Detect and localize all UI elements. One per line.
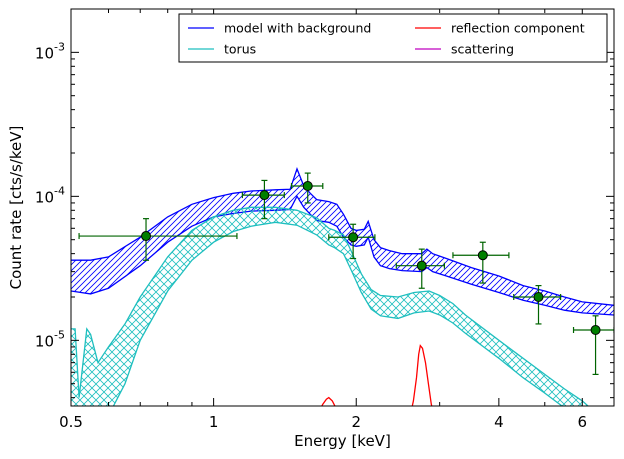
band-lower-line-1 xyxy=(112,221,564,406)
data-point-5 xyxy=(452,241,510,284)
y-tick-exponent: -4 xyxy=(54,184,65,197)
y-tick-base: 10 xyxy=(35,332,54,350)
legend-label-0: model with background xyxy=(224,21,371,36)
y-tick-labels: 10-510-410-3 xyxy=(35,40,65,350)
band-fill-1 xyxy=(71,207,589,406)
legend-frame xyxy=(178,13,608,63)
y-tick-exponent: -3 xyxy=(54,40,65,53)
data-point-6 xyxy=(513,284,562,325)
x-tick-label: 2 xyxy=(351,413,361,431)
x-axis-label: Energy [keV] xyxy=(294,432,391,450)
y-tick-base: 10 xyxy=(35,188,54,206)
axis-ticks xyxy=(70,8,615,406)
data-marker xyxy=(533,291,544,302)
data-point-7 xyxy=(572,315,614,376)
band-upper-line-1 xyxy=(71,206,590,406)
band-upper-line-0 xyxy=(71,167,614,306)
plot-background xyxy=(71,9,614,406)
legend-label-2: torus xyxy=(224,42,256,57)
data-marker xyxy=(259,190,270,201)
plot-frame xyxy=(70,8,615,407)
data-point-0 xyxy=(78,218,238,261)
x-tick-label: 1 xyxy=(209,413,219,431)
y-tick-exponent: -5 xyxy=(54,328,65,341)
legend: model with background reflection componen… xyxy=(178,13,608,63)
data-marker xyxy=(302,180,313,191)
legend-label-3: scattering xyxy=(451,42,514,57)
reflection-line xyxy=(321,344,433,406)
y-tick-label: 10 -3 xyxy=(35,40,65,62)
x-tick-label: 4 xyxy=(494,413,504,431)
data-marker xyxy=(416,260,427,271)
data-point-4 xyxy=(395,248,446,289)
data-point-3 xyxy=(328,223,376,260)
plot-area xyxy=(71,167,614,406)
data-points xyxy=(78,172,614,376)
x-tick-labels: 0.5 1 2 4 6 xyxy=(59,413,587,431)
legend-label-1: reflection component xyxy=(451,21,585,36)
y-tick-label: 10 -5 xyxy=(35,328,65,350)
data-marker xyxy=(141,231,152,242)
data-point-2 xyxy=(290,172,324,204)
data-point-1 xyxy=(241,179,285,220)
x-tick-label: 6 xyxy=(578,413,588,431)
data-marker xyxy=(348,232,359,243)
y-tick-label: 10 -4 xyxy=(35,184,65,206)
x-tick-label: 0.5 xyxy=(59,413,83,431)
data-marker xyxy=(590,324,601,335)
band-fill-0 xyxy=(71,168,614,315)
data-marker xyxy=(477,250,488,261)
y-axis-label: Count rate [cts/s/keV] xyxy=(7,126,25,290)
y-tick-base: 10 xyxy=(35,44,54,62)
